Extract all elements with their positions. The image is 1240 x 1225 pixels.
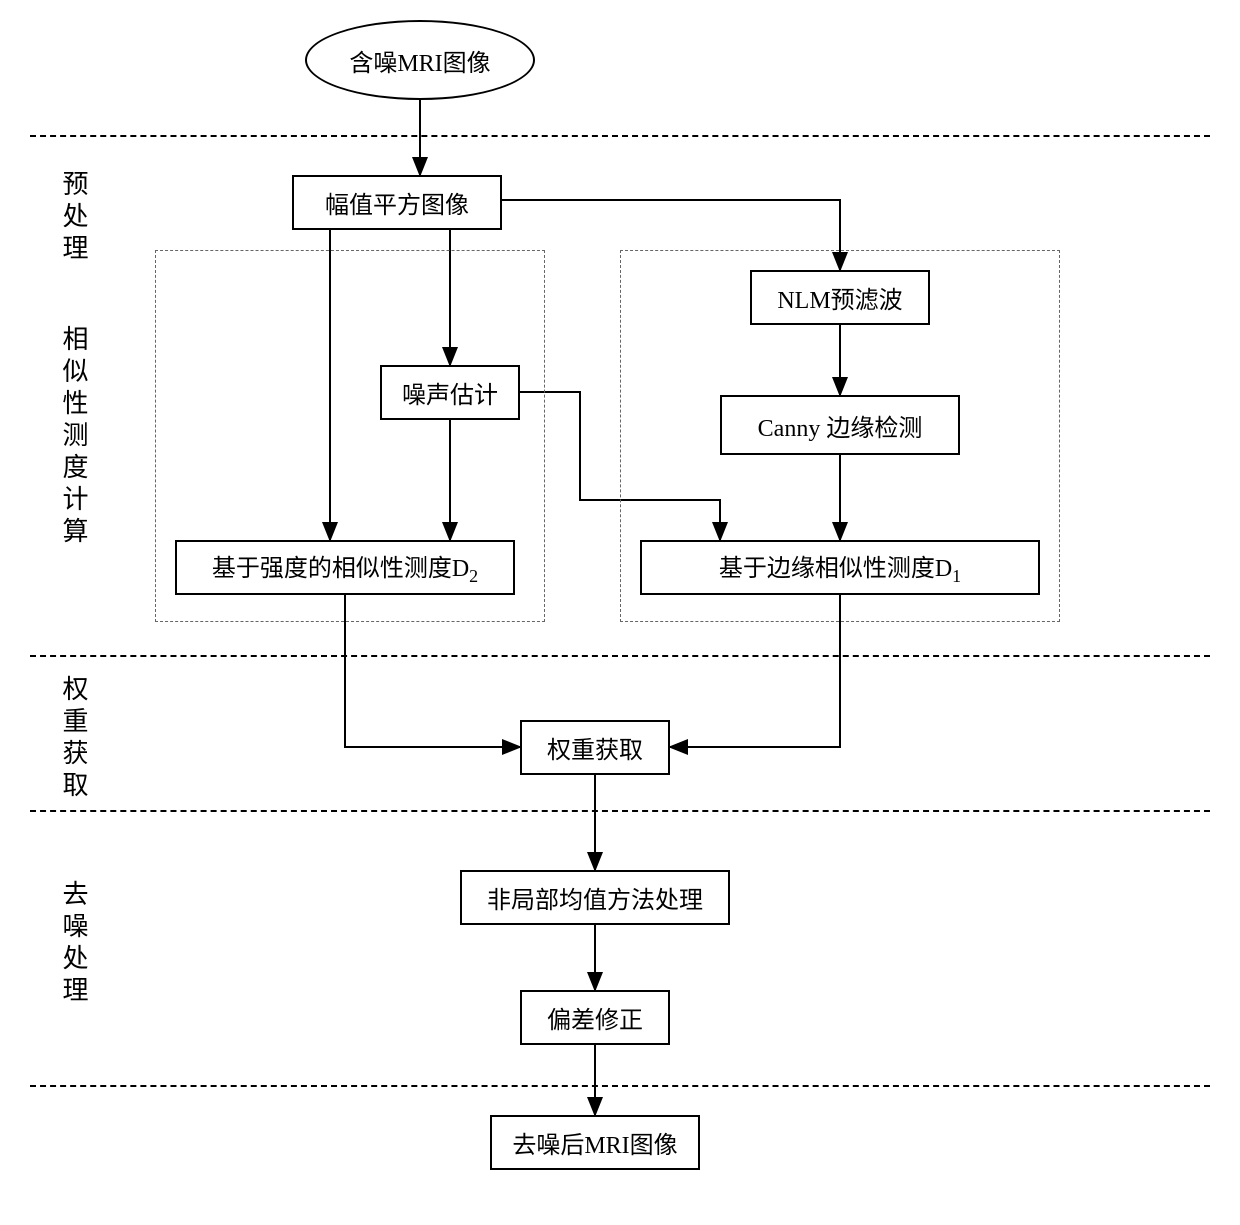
divider-y2 [30,655,1210,657]
divider-y3 [30,810,1210,812]
section-label-preproc: 预处理 [55,170,92,266]
section-label-similarity: 相似性测度计算 [55,325,92,549]
group-left_group [155,250,545,622]
node-end: 去噪后MRI图像 [490,1115,700,1170]
node-weight: 权重获取 [520,720,670,775]
node-start: 含噪MRI图像 [305,20,535,100]
node-bias: 偏差修正 [520,990,670,1045]
section-label-denoise: 去噪处理 [55,880,92,1008]
group-right_group [620,250,1060,622]
node-squared: 幅值平方图像 [292,175,502,230]
divider-y1 [30,135,1210,137]
divider-y4 [30,1085,1210,1087]
node-nlm_proc: 非局部均值方法处理 [460,870,730,925]
section-label-weight_sec: 权重获取 [55,675,92,803]
